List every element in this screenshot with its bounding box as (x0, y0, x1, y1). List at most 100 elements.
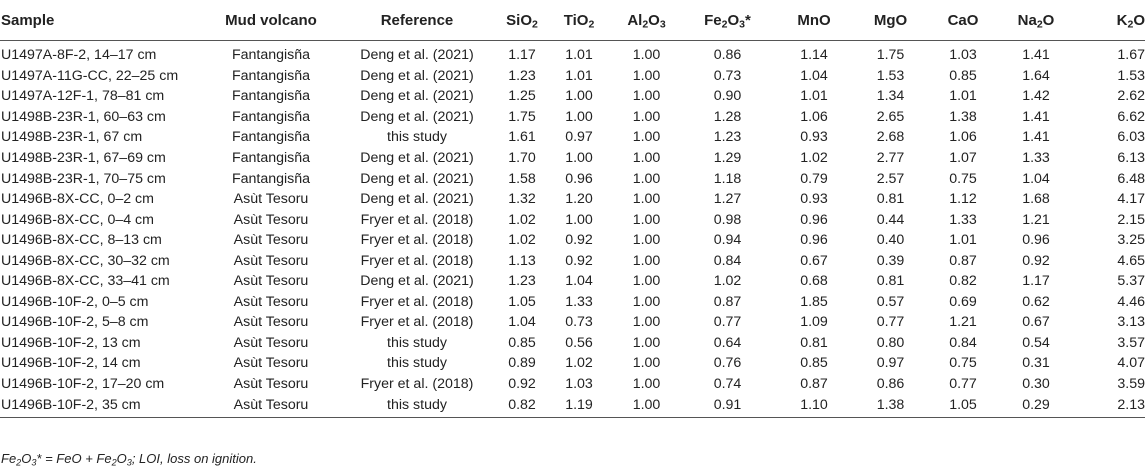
cell-al2o3: 1.00 (632, 67, 661, 84)
cell-reference: Deng et al. (2021) (360, 191, 474, 208)
cell-tio2: 0.92 (565, 232, 593, 249)
cell-sio2: 1.70 (508, 150, 536, 166)
cell-mno: 0.67 (800, 252, 828, 269)
cell-reference: Deng et al. (2021) (360, 108, 474, 125)
cell-tio2: 0.92 (565, 252, 593, 269)
cell-mgo: 1.34 (876, 88, 905, 105)
cell-fe2o3: 0.98 (713, 211, 742, 228)
cell-na2o: 1.04 (1022, 170, 1050, 187)
cell-al2o3: 1.00 (632, 108, 661, 125)
cell-cao: 0.75 (949, 170, 977, 187)
cell-reference: this study (387, 355, 447, 372)
cell-al2o3: 1.00 (632, 376, 661, 393)
cell-reference: Fryer et al. (2018) (360, 232, 474, 249)
cell-na2o: 1.42 (1022, 88, 1050, 105)
cell-k2o: 6.48 (1117, 170, 1145, 187)
cell-volcano: Asùt Tesoru (233, 252, 309, 269)
cell-sample: U1496B-10F-2, 0–5 cm (1, 293, 149, 310)
cell-cao: 1.21 (949, 314, 977, 331)
column-header-tio2: TiO2 (547, 0, 611, 41)
cell-volcano: Fantangisña (231, 170, 311, 187)
cell-sio2: 1.75 (508, 108, 536, 125)
cell-mno: 1.04 (800, 67, 828, 84)
table-row: U1496B-10F-2, 0–5 cm Asùt Tesoru Fryer et … (0, 292, 1145, 313)
cell-reference: this study (387, 334, 447, 351)
cell-mno: 1.01 (800, 88, 828, 105)
cell-mgo: 0.40 (876, 232, 905, 249)
cell-mno: 0.81 (800, 334, 828, 351)
cell-volcano: Asùt Tesoru (233, 273, 309, 290)
cell-na2o: 1.41 (1022, 108, 1050, 125)
cell-k2o: 6.13 (1117, 150, 1145, 166)
cell-cao: 1.07 (949, 150, 977, 166)
cell-k2o: 4.65 (1117, 252, 1145, 269)
table-row: U1497A-8F-2, 14–17 cm Fantangisña Deng et … (0, 41, 1145, 66)
table-row: U1496B-10F-2, 14 cm Asùt Tesoru this study… (0, 353, 1145, 374)
column-header-sio2: SiO2 (497, 0, 547, 41)
cell-tio2: 0.96 (565, 170, 593, 187)
cell-tio2: 1.01 (565, 47, 593, 64)
cell-na2o: 1.17 (1022, 273, 1050, 290)
cell-mno: 0.96 (800, 232, 828, 249)
cell-fe2o3: 0.94 (713, 232, 742, 249)
cell-k2o: 1.67 (1117, 47, 1145, 64)
cell-tio2: 1.02 (565, 355, 593, 372)
cell-cao: 0.84 (949, 334, 977, 351)
cell-sio2: 1.04 (508, 314, 536, 331)
cell-cao: 1.01 (949, 88, 977, 105)
cell-volcano: Asùt Tesoru (233, 293, 309, 310)
cell-fe2o3: 1.18 (713, 170, 742, 187)
cell-k2o: 3.13 (1117, 314, 1145, 331)
cell-reference: Deng et al. (2021) (360, 67, 474, 84)
cell-cao: 1.12 (949, 191, 977, 208)
cell-cao: 1.03 (949, 47, 977, 64)
cell-k2o: 4.07 (1117, 355, 1145, 372)
cell-fe2o3: 1.23 (713, 129, 742, 146)
cell-volcano: Fantangisña (231, 67, 311, 84)
cell-tio2: 0.56 (565, 334, 593, 351)
cell-sio2: 1.58 (508, 170, 536, 187)
cell-sio2: 0.92 (508, 376, 536, 393)
table-row: U1496B-8X-CC, 33–41 cm Asùt Tesoru Deng et… (0, 271, 1145, 292)
cell-na2o: 0.31 (1022, 355, 1050, 372)
table-row: U1496B-8X-CC, 0–2 cm Asùt Tesoru Deng et a… (0, 189, 1145, 210)
cell-fe2o3: 0.91 (682, 394, 773, 418)
cell-tio2: 1.19 (547, 394, 611, 418)
cell-sample: U1497A-8F-2, 14–17 cm (1, 47, 157, 64)
cell-k2o: 4.17 (1117, 191, 1145, 208)
table-header-row: Sample Mud volcano Reference SiO2 TiO2 Al2O3 F… (0, 0, 1145, 41)
cell-mno: 0.87 (800, 376, 828, 393)
footnote-text: Fe (1, 451, 17, 466)
cell-sample: U1496B-10F-2, 14 cm (1, 355, 141, 372)
cell-cao: 1.05 (926, 394, 1000, 418)
cell-mgo: 2.68 (876, 129, 905, 146)
cell-cao: 1.33 (949, 211, 977, 228)
cell-sample: U1498B-23R-1, 67–69 cm (1, 150, 166, 166)
cell-cao: 1.01 (949, 232, 977, 249)
cell-tio2: 1.01 (565, 67, 593, 84)
cell-reference: Fryer et al. (2018) (360, 211, 474, 228)
cell-k2o: 6.62 (1117, 108, 1145, 125)
cell-tio2: 1.33 (565, 293, 593, 310)
cell-sample: U1498B-23R-1, 70–75 cm (1, 170, 166, 187)
cell-al2o3: 1.00 (632, 314, 661, 331)
cell-al2o3: 1.00 (632, 150, 661, 166)
table-row: U1496B-8X-CC, 0–4 cm Asùt Tesoru Fryer et … (0, 209, 1145, 230)
cell-mgo: 2.77 (876, 150, 905, 166)
cell-mno: 0.85 (800, 355, 828, 372)
cell-mgo: 0.86 (876, 376, 905, 393)
cell-mno: 1.09 (800, 314, 828, 331)
cell-volcano: Asùt Tesoru (233, 355, 309, 372)
cell-sample: U1496B-8X-CC, 0–4 cm (1, 211, 154, 228)
cell-na2o: 0.29 (1000, 394, 1072, 418)
table-row: U1497A-11G-CC, 22–25 cm Fantangisña Deng e… (0, 66, 1145, 87)
cell-na2o: 1.68 (1022, 191, 1050, 208)
cell-na2o: 1.21 (1022, 211, 1050, 228)
cell-sample: U1496B-10F-2, 35 cm (0, 394, 205, 418)
cell-reference: Fryer et al. (2018) (360, 293, 474, 310)
cell-reference: this study (387, 129, 447, 146)
cell-reference: Deng et al. (2021) (360, 150, 474, 166)
cell-fe2o3: 0.84 (713, 252, 742, 269)
cell-sio2: 1.02 (508, 232, 536, 249)
cell-fe2o3: 1.02 (713, 273, 742, 290)
